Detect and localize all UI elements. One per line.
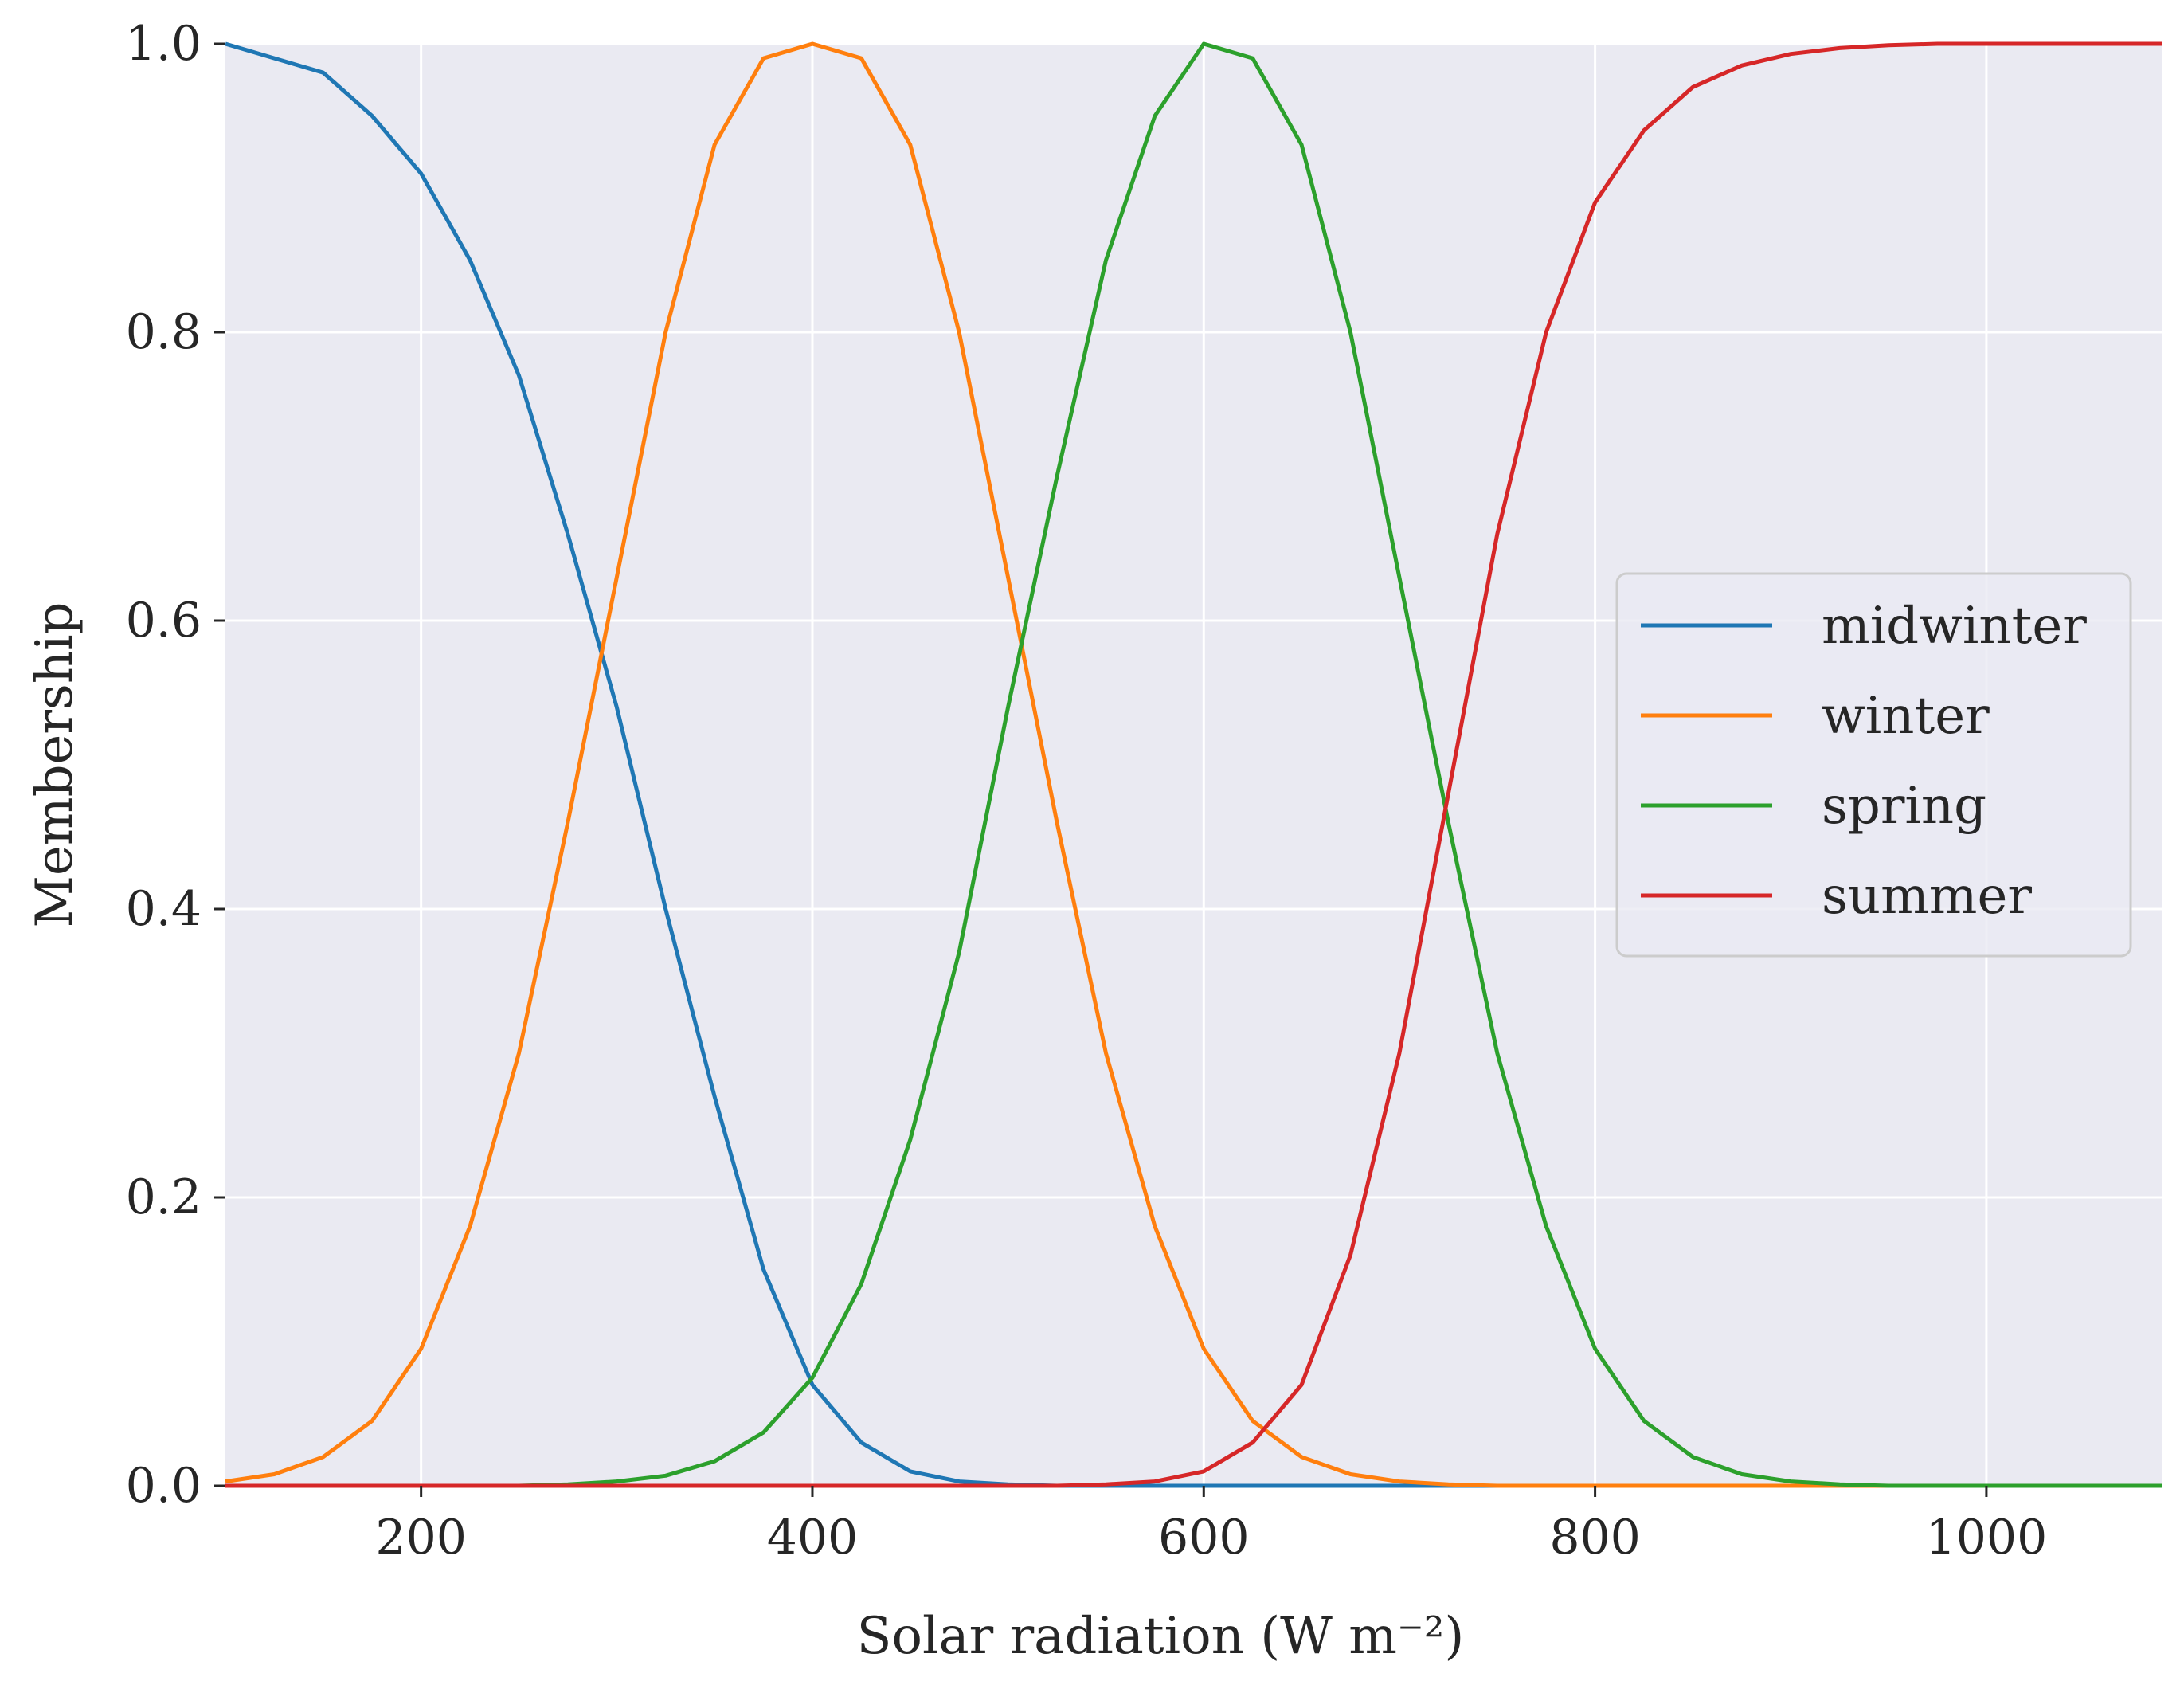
legend-box <box>1615 572 2132 958</box>
legend-label-spring: spring <box>1822 777 1986 836</box>
legend: midwinter winter spring summer <box>1615 572 2132 958</box>
x-tick-label: 800 <box>1549 1510 1641 1565</box>
x-tick-label: 600 <box>1158 1510 1250 1565</box>
x-axis-ticks: 200 400 600 800 1000 <box>375 1486 2047 1565</box>
y-tick-label: 0.6 <box>126 593 202 648</box>
series-line-summer <box>225 41 2162 1488</box>
legend-label-winter: winter <box>1822 687 1990 746</box>
y-tick-label: 0.2 <box>126 1170 202 1225</box>
y-tick-label: 1.0 <box>126 16 202 72</box>
x-tick-label: 200 <box>375 1510 467 1565</box>
y-tick-label: 0.0 <box>126 1458 202 1514</box>
y-axis-ticks: 0.0 0.2 0.4 0.6 0.8 1.0 <box>126 16 225 1514</box>
legend-label-summer: summer <box>1822 867 2032 926</box>
legend-label-midwinter: midwinter <box>1822 597 2087 656</box>
y-tick-label: 0.4 <box>126 881 202 937</box>
x-tick-label: 1000 <box>1926 1510 2048 1565</box>
x-axis-label: Solar radiation (W m⁻²) <box>857 1607 1465 1666</box>
y-axis-label: Membership <box>25 601 84 927</box>
y-tick-label: 0.8 <box>126 304 202 360</box>
x-tick-label: 400 <box>767 1510 859 1565</box>
